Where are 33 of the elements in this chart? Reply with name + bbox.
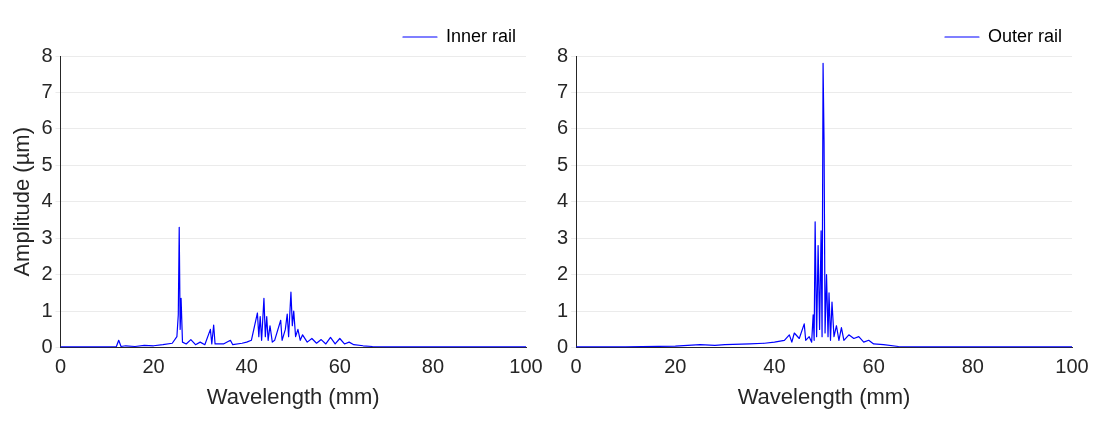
y-tick-label: 0 <box>557 335 569 358</box>
y-tick-label: 0 <box>41 335 53 358</box>
y-tick-label: 6 <box>557 116 569 139</box>
x-tick-label: 100 <box>1055 355 1089 378</box>
x-tick-label: 60 <box>862 355 885 378</box>
x-tick-label: 60 <box>328 355 351 378</box>
y-tick-label: 8 <box>557 43 569 66</box>
y-tick-label: 3 <box>41 225 53 248</box>
y-tick-label: 8 <box>41 43 53 66</box>
x-tick-label: 20 <box>664 355 687 378</box>
y-tick-label: 2 <box>557 262 569 285</box>
y-tick-label: 2 <box>41 262 53 285</box>
legend-label: Outer rail <box>987 25 1063 46</box>
x-tick-label: 100 <box>509 355 543 378</box>
y-tick-label: 6 <box>41 116 53 139</box>
x-tick-label: 40 <box>763 355 786 378</box>
x-axis-title: Wavelength (mm) <box>206 383 380 409</box>
x-axis-title: Wavelength (mm) <box>737 383 911 409</box>
x-tick-label: 40 <box>235 355 258 378</box>
x-tick-label: 80 <box>421 355 445 378</box>
y-axis-title: Amplitude (µm) <box>9 127 35 277</box>
y-tick-label: 4 <box>557 189 569 212</box>
y-tick-label: 5 <box>41 152 53 175</box>
y-tick-label: 7 <box>41 79 53 102</box>
y-tick-label: 5 <box>557 152 569 175</box>
y-tick-label: 4 <box>41 189 53 212</box>
y-tick-label: 3 <box>557 225 569 248</box>
y-tick-label: 1 <box>41 298 53 321</box>
x-tick-label: 80 <box>961 355 984 378</box>
x-tick-label: 20 <box>142 355 165 378</box>
legend-label: Inner rail <box>445 25 516 46</box>
y-tick-label: 1 <box>557 298 569 321</box>
y-tick-label: 7 <box>557 79 569 102</box>
